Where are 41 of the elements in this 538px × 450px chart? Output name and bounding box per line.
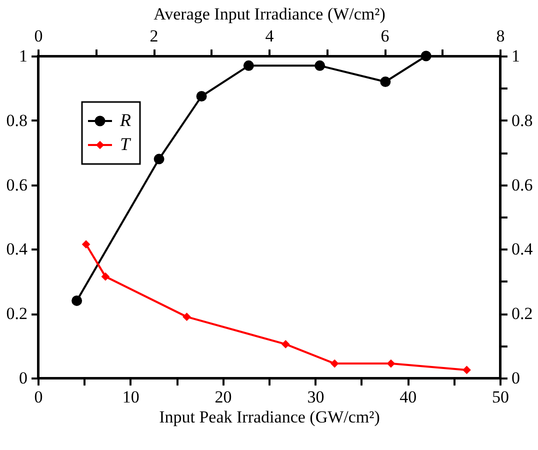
point: [72, 295, 82, 306]
y-tick-label: 0.6: [6, 175, 28, 194]
x2-axis-title: Average Input Irradiance (W/cm²): [154, 4, 386, 24]
x2-tick-label: 0: [34, 26, 43, 46]
point: [154, 154, 164, 164]
y-tick-label: 0.4: [6, 240, 28, 259]
point: [243, 60, 254, 71]
legend-label: T: [120, 134, 132, 154]
point: [196, 91, 207, 102]
x-tick-label: 0: [34, 388, 43, 406]
x2-tick-label: 4: [265, 26, 274, 46]
y2-tick-label: 0: [512, 368, 520, 388]
point: [462, 366, 471, 374]
y-tick-label: 0.8: [6, 110, 28, 130]
point: [182, 312, 191, 322]
point: [82, 240, 90, 249]
y2-tick-label: 1: [512, 46, 520, 66]
x-tick-label: 10: [122, 388, 140, 406]
y2-tick-label: 0.6: [512, 175, 533, 194]
point: [281, 340, 290, 348]
x-tick-label: 20: [214, 388, 232, 406]
point: [386, 359, 396, 368]
y-tick-label: 0: [19, 368, 28, 388]
point: [101, 272, 110, 281]
point: [380, 76, 391, 87]
point: [420, 50, 432, 62]
y2-tick-label: 0.4: [512, 240, 534, 259]
y2-tick-label: 0.2: [512, 304, 533, 324]
x-tick-label: 30: [307, 388, 324, 406]
point: [330, 359, 339, 368]
y-tick-label: 0.2: [6, 304, 28, 324]
x2-tick-label: 2: [150, 26, 158, 46]
x-tick-label: 40: [400, 388, 417, 406]
point: [314, 60, 326, 71]
x2-tick-label: 8: [496, 26, 505, 46]
x-tick-label: 50: [492, 388, 509, 406]
y2-tick-label: 0.8: [512, 110, 533, 130]
legend-label: R: [119, 110, 131, 130]
y-tick-label: 1: [19, 46, 28, 66]
x2-tick-label: 6: [380, 26, 390, 46]
x-axis-title: Input Peak Irradiance (GW/cm²): [159, 408, 380, 426]
